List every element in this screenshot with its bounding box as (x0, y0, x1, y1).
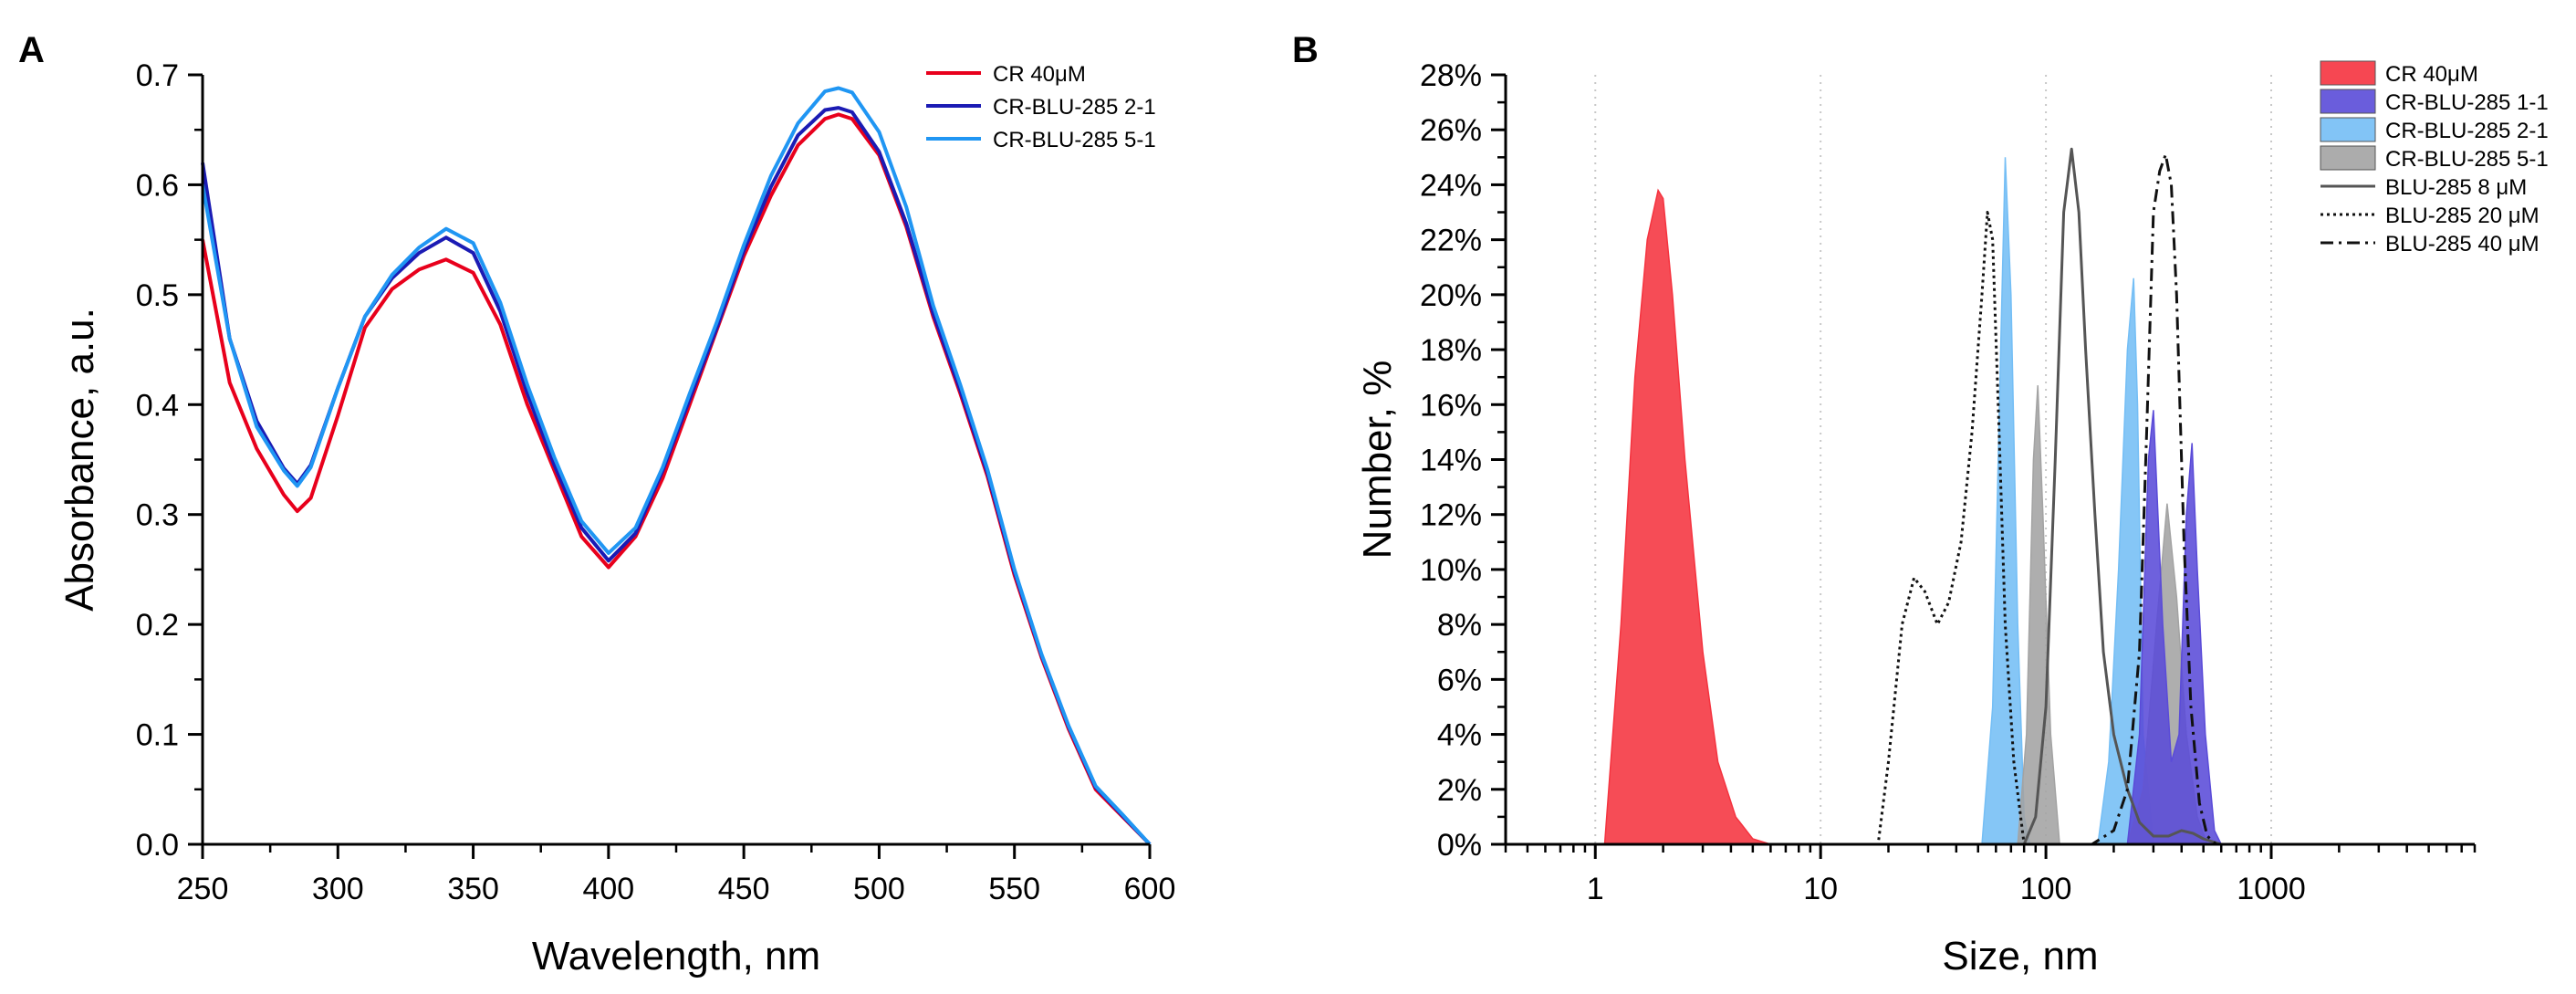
panel-label-b: B (1292, 30, 1319, 70)
y-tick-label-a: 0.3 (136, 498, 179, 533)
y-tick-label-b: 4% (1437, 718, 1482, 753)
series-line-cr-40-m (201, 112, 1152, 846)
legend-label-cr-blu-285-2-1: CR-BLU-285 2-1 (993, 95, 1156, 120)
legend-swatch-cr-blu-285-1-1 (2320, 89, 2376, 114)
legend-label-blu-285-8-m: BLU-285 8 μM (2385, 175, 2527, 200)
x-tick-label-a: 550 (988, 872, 1040, 906)
x-tick-label-a: 400 (582, 872, 634, 906)
y-tick-label-b: 12% (1420, 498, 1482, 533)
legend-swatch-cr-blu-285-2-1 (2320, 117, 2376, 142)
x-tick-label-b: 100 (2020, 872, 2072, 906)
x-tick-label-a: 350 (447, 872, 499, 906)
legend-label-cr-blu-285-5-1: CR-BLU-285 5-1 (2385, 147, 2549, 172)
legend-b: CR 40μM CR-BLU-285 1-1 CR-BLU-285 2-1 CR-BL… (2320, 60, 2549, 256)
ticks-b: 1 10 100 1000 0% 2% 4% 6% 8% 10% 12% 14% 16% 18% 20% 22… (1420, 58, 2477, 906)
legend-swatch-cr-blu-285-5-1 (2320, 145, 2376, 171)
chart-a: A 250 300 350 400 450 500 550 600 0.0 0.1 0.2 0.3 0.… (18, 30, 1175, 978)
y-tick-label-b: 2% (1437, 773, 1482, 808)
legend-label-cr-40-m: CR 40μM (993, 62, 1086, 87)
x-tick-label-b: 1 (1587, 872, 1604, 906)
y-tick-label-a: 0.6 (136, 168, 179, 203)
y-axis-title-b: Number, % (1355, 361, 1400, 560)
y-tick-label-b: 26% (1420, 113, 1482, 148)
panel-label-a: A (18, 30, 45, 70)
series-line-blu-285-8-m (1506, 147, 2475, 846)
series-area-cr-blu-285-2-1 (1981, 157, 2154, 845)
series-area-cr-blu-285-1-1 (2126, 410, 2223, 845)
legend-a: CR 40μM CR-BLU-285 2-1 CR-BLU-285 5-1 (926, 62, 1156, 152)
chart-b: B 1 10 100 1000 0% 2% 4% 6% 8% 10% 12% 14% 16% 18% 20%… (1292, 30, 2549, 978)
y-tick-label-b: 6% (1437, 663, 1482, 697)
y-tick-label-b: 28% (1420, 58, 1482, 93)
legend-label-cr-blu-285-1-1: CR-BLU-285 1-1 (2385, 90, 2549, 115)
y-tick-label-b: 22% (1420, 224, 1482, 258)
x-tick-label-a: 300 (312, 872, 364, 906)
y-tick-label-b: 24% (1420, 168, 1482, 203)
axes-a (201, 75, 1150, 846)
series-line-cr-blu-285-5-1 (201, 86, 1152, 846)
series-line-cr-blu-285-2-1 (201, 106, 1152, 846)
y-tick-label-b: 16% (1420, 388, 1482, 423)
legend-label-cr-40-m: CR 40μM (2385, 62, 2478, 87)
y-tick-label-b: 20% (1420, 278, 1482, 313)
legend-swatch-cr-40-m (2320, 60, 2376, 86)
y-tick-label-a: 0.2 (136, 608, 179, 643)
legend-label-cr-blu-285-5-1: CR-BLU-285 5-1 (993, 128, 1156, 152)
x-tick-label-a: 600 (1124, 872, 1176, 906)
legend-label-cr-blu-285-2-1: CR-BLU-285 2-1 (2385, 119, 2549, 143)
y-tick-label-b: 18% (1420, 333, 1482, 368)
y-tick-label-b: 8% (1437, 608, 1482, 643)
x-tick-label-a: 250 (177, 872, 229, 906)
series-areas-b (1506, 147, 2475, 846)
y-tick-label-b: 0% (1437, 828, 1482, 863)
series-lines-a (201, 86, 1152, 846)
x-tick-label-b: 1000 (2237, 872, 2306, 906)
series-line-blu-285-20-m (1506, 211, 2475, 846)
x-axis-title-a: Wavelength, nm (532, 934, 820, 978)
y-tick-label-a: 0.4 (136, 388, 179, 423)
series-area-cr-40-m (1603, 188, 1771, 845)
legend-label-blu-285-20-m: BLU-285 20 μM (2385, 204, 2539, 228)
x-tick-label-a: 450 (718, 872, 770, 906)
y-tick-label-a: 0.0 (136, 828, 179, 863)
x-axis-title-b: Size, nm (1942, 934, 2098, 978)
y-axis-title-a: Absorbance, a.u. (57, 308, 102, 612)
series-line-blu-285-40-m (1506, 152, 2475, 846)
y-tick-label-a: 0.5 (136, 278, 179, 313)
ticks-a: 250 300 350 400 450 500 550 600 0.0 0.1 0.2 0.3 0.4 0… (136, 58, 1176, 906)
legend-label-blu-285-40-m: BLU-285 40 μM (2385, 232, 2539, 256)
y-tick-label-b: 10% (1420, 553, 1482, 588)
y-tick-label-b: 14% (1420, 444, 1482, 478)
x-tick-label-a: 500 (853, 872, 905, 906)
y-tick-label-a: 0.1 (136, 718, 179, 753)
x-tick-label-b: 10 (1803, 872, 1838, 906)
y-tick-label-a: 0.7 (136, 58, 179, 93)
